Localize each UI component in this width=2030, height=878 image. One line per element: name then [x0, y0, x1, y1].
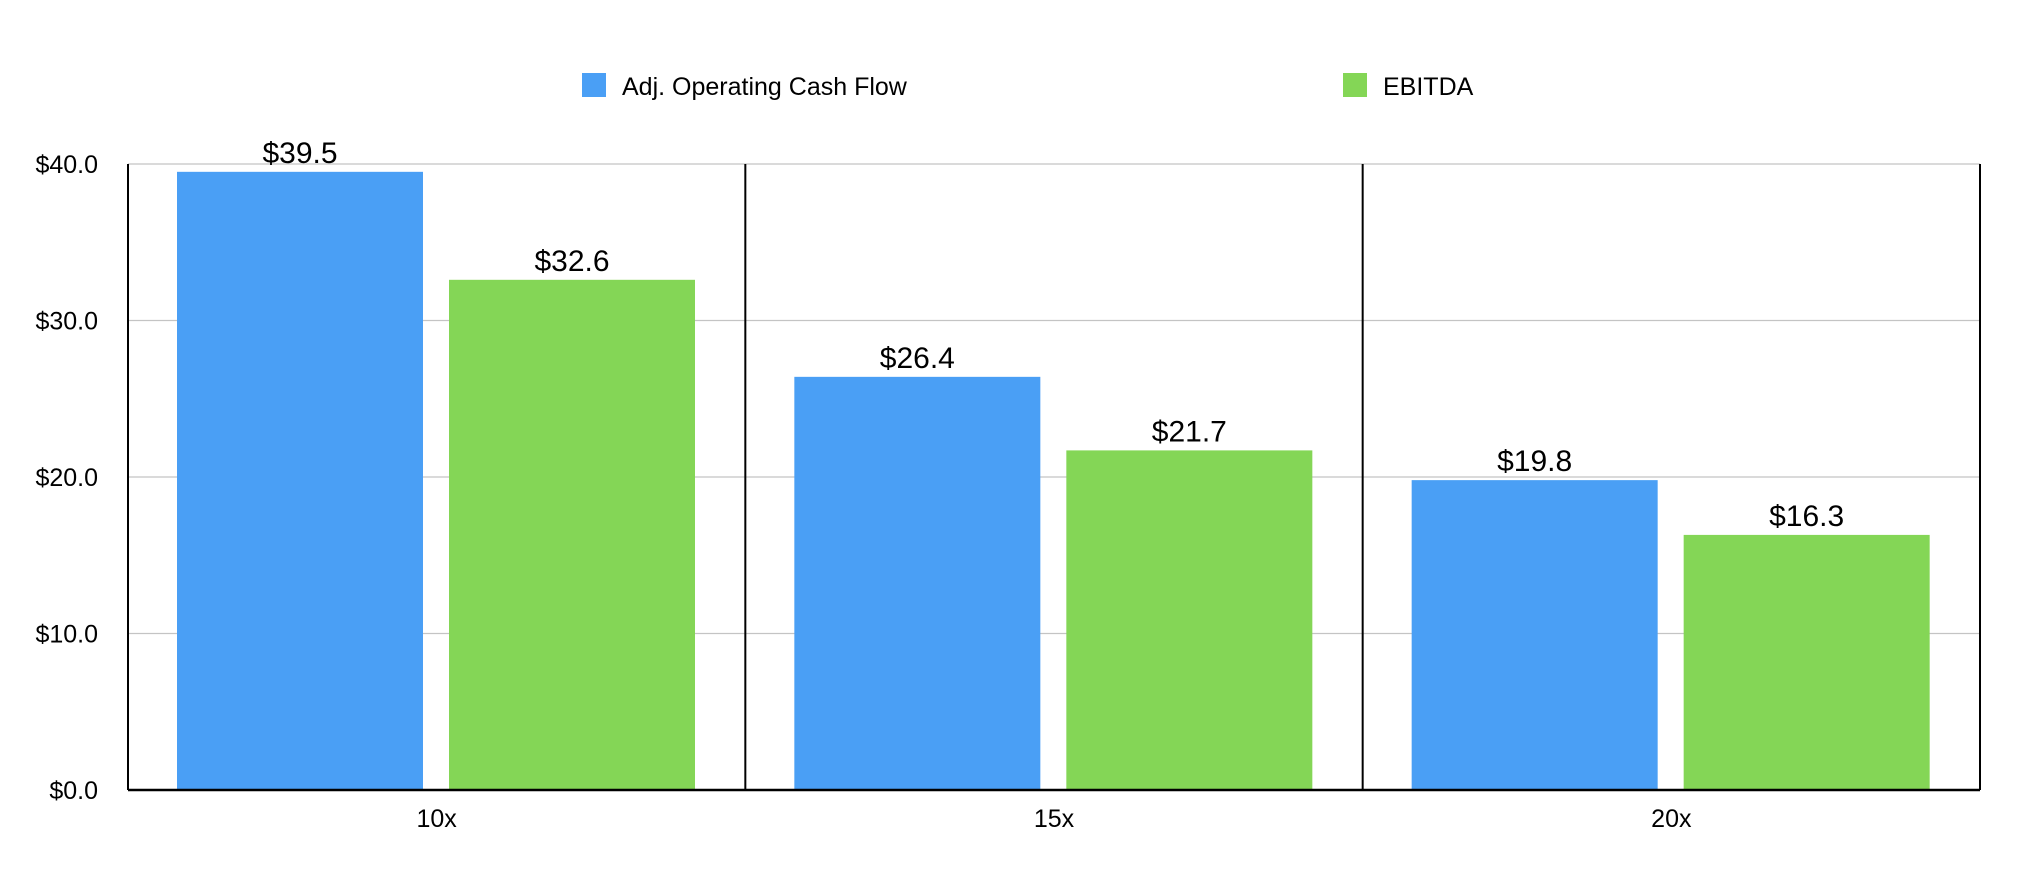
data-labels: $39.5 $32.6 $26.4 $21.7 $19.8 $16.3: [262, 137, 1844, 533]
legend-swatch: [1343, 73, 1367, 97]
y-tick-label: $10.0: [35, 621, 98, 649]
x-axis: 10x 15x 20x: [417, 805, 1692, 833]
bar-value-label: $26.4: [880, 342, 955, 375]
bar-value-label: $16.3: [1769, 500, 1844, 533]
plot-frame: [127, 164, 1981, 792]
legend-swatch: [582, 73, 606, 97]
legend-label: Adj. Operating Cash Flow: [622, 73, 908, 101]
bar-value-label: $19.8: [1497, 445, 1572, 478]
bar: [177, 171, 423, 790]
y-axis: $0.0 $10.0 $20.0 $30.0 $40.0: [35, 151, 98, 805]
bar-value-label: $21.7: [1152, 415, 1227, 448]
x-tick-label: 10x: [417, 805, 458, 833]
bars: [177, 171, 1930, 790]
y-tick-label: $30.0: [35, 308, 98, 336]
bar-value-label: $32.6: [534, 245, 609, 278]
gridlines: [128, 163, 1980, 635]
x-tick-label: 20x: [1651, 805, 1692, 833]
bar-value-label: $39.5: [262, 137, 337, 170]
y-tick-label: $40.0: [35, 151, 98, 179]
y-tick-label: $20.0: [35, 464, 98, 492]
bar: [1066, 450, 1313, 790]
y-tick-label: $0.0: [49, 777, 98, 805]
bar: [1683, 534, 1930, 790]
bar: [449, 279, 695, 790]
legend-label: EBITDA: [1383, 73, 1474, 101]
legend: Adj. Operating Cash Flow EBITDA: [582, 73, 1474, 101]
bar: [1411, 480, 1658, 790]
x-tick-label: 15x: [1034, 805, 1075, 833]
bar: [794, 376, 1041, 790]
